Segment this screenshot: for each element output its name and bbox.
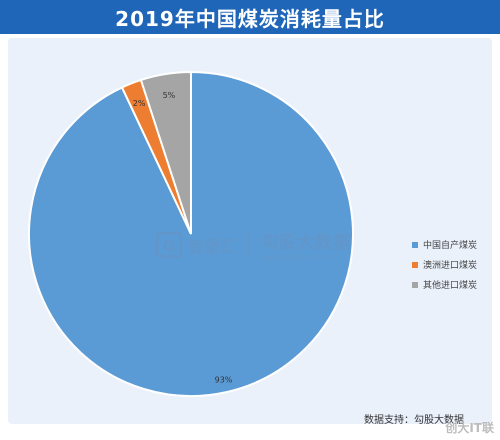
legend-item-2: 其他进口煤炭 bbox=[412, 278, 477, 291]
pie-chart: 93% 2% 5% bbox=[28, 70, 354, 397]
chart-title: 2019年中国煤炭消耗量占比 bbox=[115, 6, 385, 31]
legend-item-0: 中国自产煤炭 bbox=[412, 238, 477, 251]
watermark: G 智堡汇 勾股大数据 gogudata.com bbox=[156, 228, 351, 262]
title-bar: 2019年中国煤炭消耗量占比 bbox=[0, 0, 500, 34]
watermark-divider bbox=[248, 232, 250, 258]
watermark-brand: 勾股大数据 bbox=[261, 233, 352, 253]
pie-slice-label-0: 93% bbox=[215, 375, 233, 384]
legend-swatch-0 bbox=[412, 241, 418, 248]
legend-item-1: 澳洲进口煤炭 bbox=[412, 258, 477, 271]
watermark-url: gogudata.com bbox=[261, 253, 331, 262]
legend-swatch-2 bbox=[412, 281, 418, 288]
corner-watermark: 创大IT联 bbox=[445, 421, 494, 435]
chart-canvas: 93% 2% 5% G 智堡汇 勾股大数据 gogudata.com 中国自产煤炭澳… bbox=[8, 38, 492, 424]
pie-slice-label-2: 5% bbox=[163, 91, 176, 100]
watermark-logo-name: 智堡汇 bbox=[188, 237, 237, 256]
legend-swatch-1 bbox=[412, 261, 418, 268]
legend-label-2: 其他进口煤炭 bbox=[423, 281, 478, 291]
data-source: 数据支持：勾股大数据 bbox=[364, 415, 464, 426]
legend-label-1: 澳洲进口煤炭 bbox=[423, 261, 478, 271]
pie-slice-2 bbox=[139, 70, 192, 235]
watermark-logo-icon: G bbox=[156, 232, 182, 258]
watermark-brand-block: 勾股大数据 gogudata.com bbox=[261, 228, 351, 262]
pie-slice-label-1: 2% bbox=[133, 99, 146, 108]
legend-label-0: 中国自产煤炭 bbox=[423, 241, 478, 251]
chart-legend: 中国自产煤炭 澳洲进口煤炭 其他进口煤炭 bbox=[412, 238, 477, 291]
